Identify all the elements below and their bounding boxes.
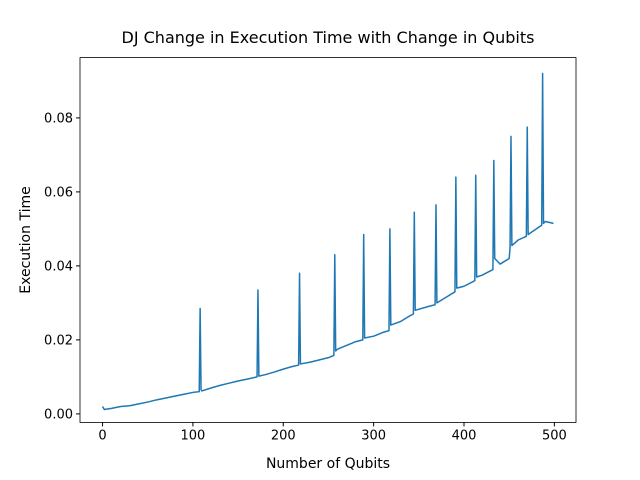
x-tick-label: 100 bbox=[180, 428, 205, 443]
y-tick-label: 0.08 bbox=[44, 111, 73, 126]
y-tick-label: 0.04 bbox=[44, 259, 73, 274]
chart-title: DJ Change in Execution Time with Change … bbox=[122, 28, 535, 47]
x-tick-label: 200 bbox=[271, 428, 296, 443]
y-tick-label: 0.06 bbox=[44, 185, 73, 200]
x-tick-label: 0 bbox=[98, 428, 106, 443]
x-tick-label: 300 bbox=[361, 428, 386, 443]
data-line bbox=[101, 72, 554, 411]
y-axis-label: Execution Time bbox=[18, 186, 34, 293]
y-tick-label: 0.02 bbox=[44, 333, 73, 348]
x-axis-label: Number of Qubits bbox=[266, 456, 390, 472]
y-tick-label: 0.00 bbox=[44, 407, 73, 422]
x-tick-label: 500 bbox=[542, 428, 567, 443]
x-tick-label: 400 bbox=[452, 428, 477, 443]
plot-frame bbox=[79, 57, 577, 423]
